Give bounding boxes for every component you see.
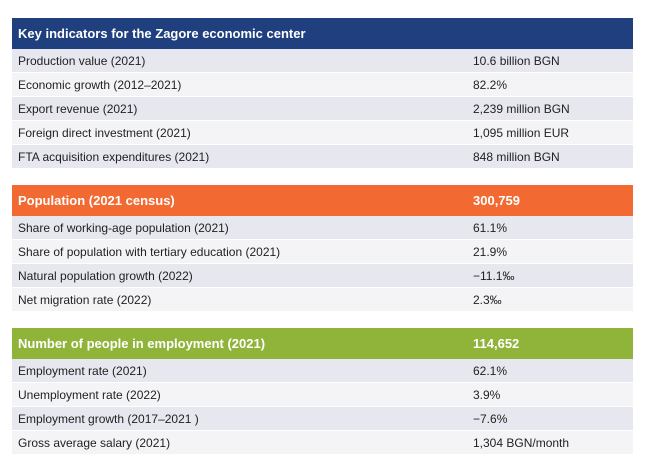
row-label: FTA acquisition expenditures (2021)	[18, 149, 210, 164]
row-value: 2.3‰	[473, 292, 502, 307]
row-value: 1,095 million EUR	[473, 125, 570, 140]
row-value: 2,239 million BGN	[473, 101, 570, 116]
table-row: Production value (2021) 10.6 billion BGN	[12, 49, 633, 73]
table-row: Share of working-age population (2021) 6…	[12, 216, 633, 240]
table-row: Economic growth (2012–2021) 82.2%	[12, 73, 633, 97]
row-label: Employment growth (2017–2021 )	[18, 411, 199, 426]
row-value: 10.6 billion BGN	[473, 53, 560, 68]
table-row: FTA acquisition expenditures (2021) 848 …	[12, 145, 633, 169]
section-header: Key indicators for the Zagore economic c…	[12, 18, 633, 49]
row-label: Production value (2021)	[18, 53, 146, 68]
table-row: Employment rate (2021) 62.1%	[12, 359, 633, 383]
row-label: Employment rate (2021)	[18, 363, 147, 378]
row-label: Unemployment rate (2022)	[18, 387, 161, 402]
row-label: Economic growth (2012–2021)	[18, 77, 182, 92]
section-key-indicators: Key indicators for the Zagore economic c…	[12, 18, 633, 169]
table-row: Employment growth (2017–2021 ) −7.6%	[12, 407, 633, 431]
section-title: Number of people in employment (2021)	[18, 336, 266, 351]
section-header-value: 300,759	[473, 193, 520, 208]
section-employment: Number of people in employment (2021) 11…	[12, 328, 633, 455]
row-value: 62.1%	[473, 363, 508, 378]
row-value: 848 million BGN	[473, 149, 560, 164]
table-row: Natural population growth (2022) −11.1‰	[12, 264, 633, 288]
table-row: Unemployment rate (2022) 3.9%	[12, 383, 633, 407]
row-value: 21.9%	[473, 244, 508, 259]
table-row: Export revenue (2021) 2,239 million BGN	[12, 97, 633, 121]
row-label: Gross average salary (2021)	[18, 435, 171, 450]
table-row: Net migration rate (2022) 2.3‰	[12, 288, 633, 312]
table-row: Foreign direct investment (2021) 1,095 m…	[12, 121, 633, 145]
row-value: 3.9%	[473, 387, 501, 402]
section-header-value: 114,652	[473, 336, 520, 351]
section-spacer	[12, 169, 633, 185]
row-label: Share of working-age population (2021)	[18, 220, 229, 235]
table-row: Share of population with tertiary educat…	[12, 240, 633, 264]
row-label: Foreign direct investment (2021)	[18, 125, 191, 140]
row-label: Natural population growth (2022)	[18, 268, 193, 283]
section-spacer	[12, 312, 633, 328]
indicators-panel: Key indicators for the Zagore economic c…	[12, 18, 633, 455]
row-value: −11.1‰	[473, 268, 515, 283]
section-header: Number of people in employment (2021) 11…	[12, 328, 633, 359]
row-value: 1,304 BGN/month	[473, 435, 570, 450]
section-title: Key indicators for the Zagore economic c…	[18, 26, 306, 41]
row-value: −7.6%	[473, 411, 508, 426]
row-label: Export revenue (2021)	[18, 101, 138, 116]
table-row: Gross average salary (2021) 1,304 BGN/mo…	[12, 431, 633, 455]
row-value: 82.2%	[473, 77, 508, 92]
section-header: Population (2021 census) 300,759	[12, 185, 633, 216]
section-population: Population (2021 census) 300,759 Share o…	[12, 185, 633, 312]
row-value: 61.1%	[473, 220, 508, 235]
row-label: Net migration rate (2022)	[18, 292, 152, 307]
row-label: Share of population with tertiary educat…	[18, 244, 281, 259]
section-title: Population (2021 census)	[18, 193, 175, 208]
